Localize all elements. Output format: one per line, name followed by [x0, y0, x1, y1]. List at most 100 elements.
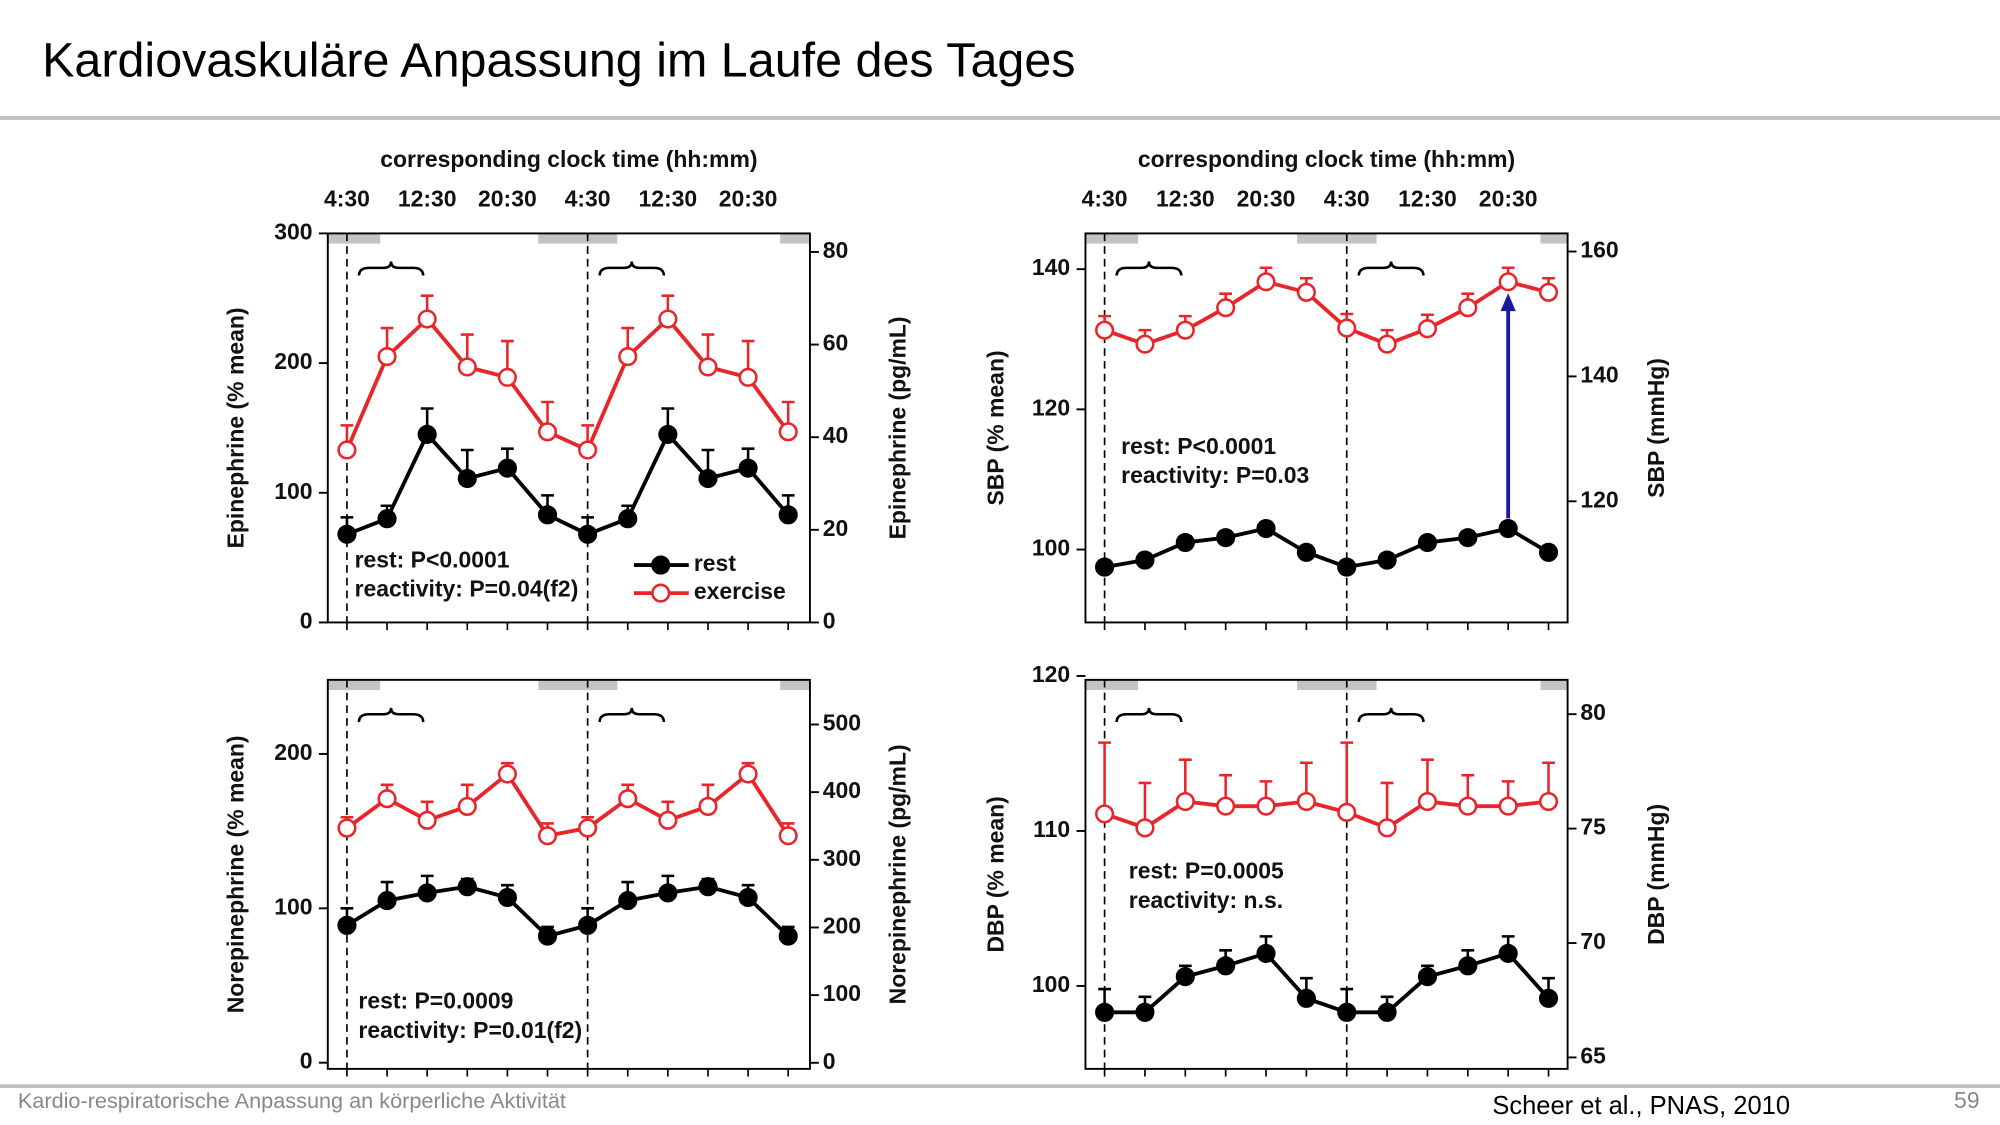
- data-point: [377, 347, 397, 367]
- y2-tick-label: 500: [823, 710, 861, 736]
- data-point: [1458, 956, 1478, 976]
- brace: [357, 261, 425, 276]
- y-tick-label: 100: [1032, 535, 1070, 561]
- data-point: [377, 509, 397, 529]
- error-bar: [1098, 741, 1111, 814]
- data-point: [1458, 298, 1478, 318]
- brace: [1115, 707, 1183, 723]
- y-tick-label: 140: [1032, 254, 1070, 280]
- data-point: [1095, 1002, 1115, 1022]
- y2-tick-label: 140: [1580, 361, 1618, 387]
- legend-label: rest: [694, 550, 736, 576]
- data-point: [337, 524, 357, 544]
- y-tick-label: 100: [274, 893, 312, 919]
- y-tick-label: 300: [274, 218, 312, 244]
- data-point: [1256, 272, 1276, 292]
- data-point: [1216, 298, 1236, 318]
- data-point: [658, 309, 678, 329]
- y2-tick-label: 200: [823, 913, 861, 939]
- data-point: [497, 764, 517, 784]
- data-point: [1458, 528, 1478, 548]
- y2-tick-label: 65: [1580, 1042, 1606, 1068]
- footer-rule: [0, 1084, 2000, 1089]
- y2-axis-label: DBP (mmHg): [1643, 804, 1669, 945]
- data-point: [537, 926, 558, 946]
- data-point: [778, 505, 798, 525]
- data-point: [1538, 282, 1559, 302]
- y2-tick-label: 80: [1580, 699, 1606, 725]
- legend-label: exercise: [694, 578, 786, 604]
- title-rule: [0, 116, 2000, 120]
- data-point: [1498, 943, 1518, 963]
- data-point: [618, 347, 638, 367]
- annotation: rest: P=0.0005: [1129, 858, 1284, 884]
- data-point: [1135, 818, 1155, 838]
- data-point: [658, 424, 678, 444]
- y2-tick-label: 0: [823, 608, 836, 634]
- data-point: [1377, 550, 1397, 570]
- data-point: [778, 422, 798, 442]
- data-point: [1377, 1002, 1397, 1022]
- data-point: [618, 509, 638, 529]
- data-point: [1175, 967, 1195, 987]
- y-tick-label: 200: [274, 348, 312, 374]
- data-point: [1417, 967, 1438, 987]
- y2-tick-label: 400: [823, 777, 861, 803]
- arrow-head: [1500, 293, 1516, 312]
- data-point: [1256, 796, 1276, 816]
- data-point: [537, 422, 558, 442]
- data-point: [1417, 791, 1438, 812]
- x-tick-label: 12:30: [398, 185, 457, 211]
- data-point: [1337, 802, 1357, 822]
- sleep-bar: [538, 679, 618, 691]
- data-point: [698, 796, 718, 817]
- data-point: [658, 810, 678, 830]
- data-point: [1296, 282, 1316, 302]
- data-point: [377, 891, 397, 911]
- y2-tick-label: 160: [1580, 237, 1618, 263]
- data-point: [1256, 943, 1276, 963]
- plot-frame: [1084, 232, 1569, 624]
- y-tick-label: 200: [274, 739, 312, 765]
- y-tick-label: 0: [300, 608, 313, 634]
- data-point: [578, 818, 598, 838]
- y2-tick-label: 40: [823, 422, 849, 448]
- x-tick-label: 4:30: [1082, 185, 1128, 211]
- data-point: [1458, 796, 1478, 816]
- footer: Kardio-respiratorische Anpassung an körp…: [18, 1088, 566, 1113]
- data-point: [738, 764, 758, 784]
- data-point: [618, 789, 638, 809]
- data-point: [1216, 796, 1236, 816]
- plot-frame: [326, 232, 811, 624]
- sleep-bar: [327, 233, 381, 244]
- sleep-bar: [327, 679, 381, 691]
- brace: [598, 707, 666, 723]
- data-point: [1175, 320, 1195, 340]
- page-number: 59: [1954, 1087, 1980, 1113]
- brace: [598, 261, 666, 276]
- annotation: reactivity: P=0.04(f2): [355, 576, 579, 602]
- data-point: [337, 915, 357, 935]
- data-point: [1175, 532, 1195, 553]
- sleep-bar: [538, 233, 618, 244]
- y-tick-label: 100: [1032, 971, 1070, 997]
- data-point: [377, 789, 397, 809]
- data-point: [738, 458, 758, 478]
- data-point: [337, 440, 357, 460]
- sleep-bar: [1540, 233, 1568, 244]
- x-tick-label: 20:30: [1237, 185, 1296, 211]
- y2-axis-label: Epinephrine (pg/mL): [884, 316, 910, 539]
- data-point: [1296, 542, 1316, 562]
- data-point: [1337, 1002, 1357, 1022]
- data-point: [1538, 542, 1559, 562]
- data-point: [1216, 528, 1236, 548]
- data-point: [1135, 550, 1155, 570]
- x-tick-label: 20:30: [1479, 185, 1538, 211]
- data-point: [1337, 557, 1357, 577]
- y2-tick-label: 20: [823, 515, 849, 541]
- data-point: [457, 468, 477, 489]
- data-point: [778, 926, 798, 946]
- data-point: [497, 367, 517, 387]
